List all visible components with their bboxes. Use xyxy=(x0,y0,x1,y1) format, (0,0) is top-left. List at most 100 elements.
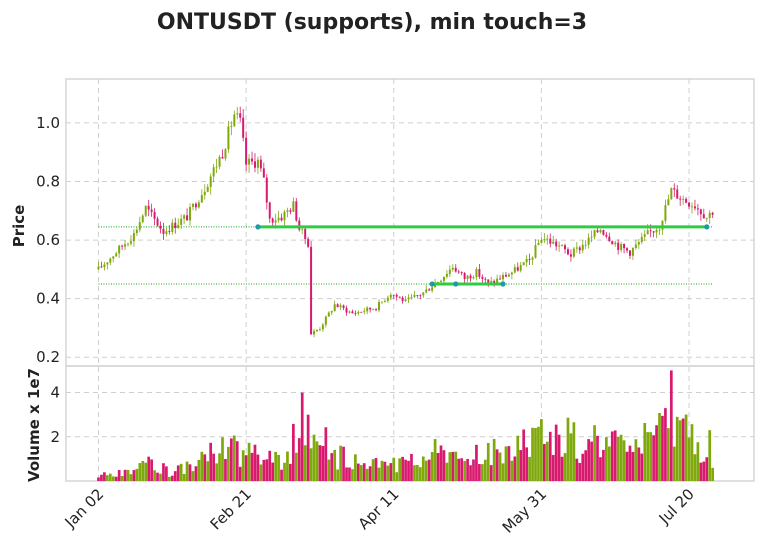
chart-title: ONTUSDT (supports), min touch=3 xyxy=(157,10,587,35)
volume-bar xyxy=(97,477,100,481)
volume-bar xyxy=(419,467,422,481)
candle-body xyxy=(242,118,244,138)
candle-body xyxy=(594,230,596,237)
candle-body xyxy=(189,207,191,220)
volume-bar xyxy=(401,457,404,481)
volume-bar xyxy=(673,447,676,481)
volume-bar xyxy=(637,447,640,481)
volume-bar xyxy=(593,425,596,481)
x-tick-label: Apr 11 xyxy=(355,485,403,533)
candle-body xyxy=(446,274,448,277)
volume-bar xyxy=(333,450,336,481)
candle-body xyxy=(307,239,309,247)
candle-body xyxy=(186,215,188,220)
volume-bar xyxy=(180,464,183,481)
volume-bar xyxy=(478,464,481,481)
candle-body xyxy=(236,113,238,114)
candle-body xyxy=(272,219,274,223)
volume-bar xyxy=(348,467,351,481)
x-tick-label: Jan 02 xyxy=(61,485,108,532)
volume-tick-label: 2 xyxy=(50,428,60,446)
volume-bar xyxy=(127,470,130,481)
volume-bar xyxy=(121,476,124,481)
volume-bar xyxy=(354,454,357,481)
grid-layer xyxy=(66,79,754,481)
volume-bar xyxy=(292,424,295,481)
candle-body xyxy=(440,281,442,282)
candle-body xyxy=(278,218,280,221)
candle-body xyxy=(537,243,539,245)
candle-body xyxy=(431,287,433,290)
volume-bar xyxy=(144,463,147,481)
volume-bar xyxy=(457,459,460,481)
volume-bar xyxy=(460,458,463,481)
price-axis-label: Price xyxy=(10,205,28,248)
candle-body xyxy=(289,210,291,211)
candle-body xyxy=(331,311,333,313)
candle-body xyxy=(475,269,477,277)
candle-body xyxy=(221,157,223,159)
candle-body xyxy=(700,209,702,214)
candle-body xyxy=(319,329,321,330)
volume-bar xyxy=(112,476,115,481)
volume-bar xyxy=(443,450,446,481)
volume-bar xyxy=(138,463,141,481)
candle-body xyxy=(635,245,637,248)
volume-bar xyxy=(422,456,425,481)
candle-body xyxy=(142,216,144,223)
candle-body xyxy=(532,258,534,260)
volume-bar xyxy=(260,464,263,481)
volume-bar xyxy=(280,470,283,481)
candle-body xyxy=(443,277,445,281)
candle-body xyxy=(470,276,472,279)
price-tick-label: 0.2 xyxy=(36,348,60,366)
candle-body xyxy=(396,295,398,297)
volume-bar xyxy=(215,463,218,481)
candle-body xyxy=(192,204,194,207)
candle-body xyxy=(133,233,135,241)
volume-bar xyxy=(224,459,227,481)
volume-bar xyxy=(165,466,168,481)
candle-body xyxy=(148,206,150,210)
volume-bar xyxy=(310,448,313,481)
volume-bar xyxy=(398,458,401,481)
volume-bar xyxy=(351,469,354,481)
volume-bar xyxy=(133,470,136,481)
volume-bar xyxy=(192,471,195,481)
x-tick-label: Jul 20 xyxy=(655,485,698,528)
candle-body xyxy=(387,298,389,301)
candle-body xyxy=(174,223,176,228)
volume-bar xyxy=(602,450,605,481)
volume-bar xyxy=(239,467,242,481)
volume-bar xyxy=(254,445,257,481)
candle-body xyxy=(570,254,572,256)
candle-body xyxy=(354,313,356,314)
candle-body xyxy=(614,243,616,245)
x-tick-label: May 31 xyxy=(499,485,551,537)
volume-bar xyxy=(171,476,174,481)
candle-body xyxy=(561,245,563,246)
volume-bar xyxy=(543,444,546,481)
candle-body xyxy=(626,248,628,250)
candle-body xyxy=(322,325,324,330)
candle-body xyxy=(348,312,350,313)
volume-bar xyxy=(531,428,534,481)
candle-body xyxy=(644,234,646,237)
candle-body xyxy=(124,244,126,246)
volume-bar xyxy=(109,474,112,481)
volume-bar xyxy=(587,439,590,481)
candle-body xyxy=(685,199,687,203)
candle-body xyxy=(201,195,203,202)
volume-bar xyxy=(209,443,212,481)
volume-bar xyxy=(416,465,419,481)
candle-body xyxy=(549,239,551,244)
volume-bar xyxy=(316,441,319,481)
volume-bar xyxy=(301,393,304,481)
volume-bar xyxy=(147,457,150,481)
candle-body xyxy=(369,308,371,310)
candle-body xyxy=(552,242,554,244)
volume-bar xyxy=(313,435,316,481)
volume-bar xyxy=(584,450,587,481)
volume-bar xyxy=(322,446,325,481)
volume-bar xyxy=(381,461,384,481)
